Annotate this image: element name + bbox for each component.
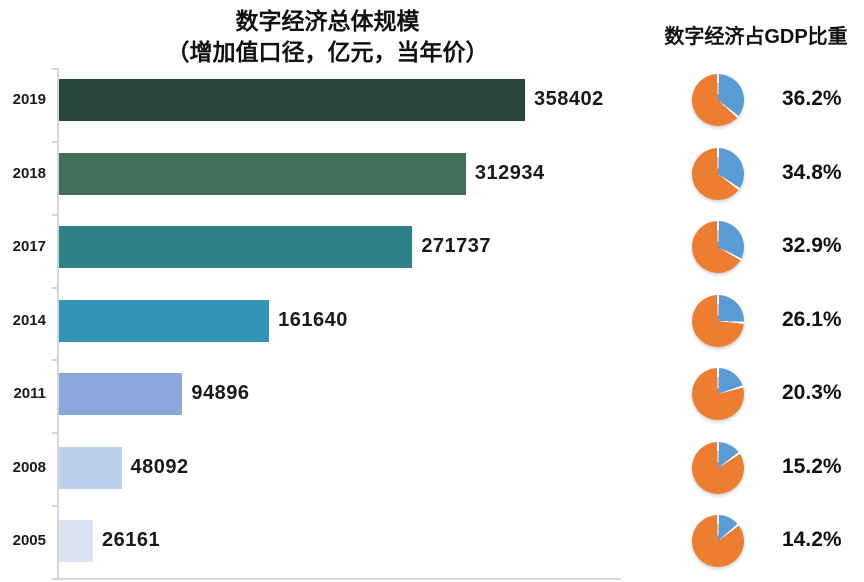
- bar-value-label: 312934: [474, 161, 545, 184]
- axis-tick: [52, 359, 57, 362]
- year-label: 2017: [12, 238, 46, 255]
- bar: [59, 446, 122, 489]
- bar: [59, 373, 183, 415]
- bar: [59, 520, 93, 562]
- axis-tick: [52, 578, 57, 580]
- axis-tick: [52, 68, 57, 70]
- pie-chart: [692, 515, 744, 567]
- pie-chart-title: 数字经济占GDP比重: [664, 26, 848, 48]
- percent-label: 26.1%: [782, 307, 842, 331]
- bar: [59, 79, 525, 121]
- bar-chart-title-line1: 数字经济总体规模: [235, 8, 420, 34]
- percent-label: 32.9%: [782, 234, 842, 257]
- pie-chart: [692, 441, 744, 494]
- axis-tick: [52, 505, 57, 508]
- bar-value-label: 94896: [191, 382, 250, 404]
- bar: [59, 299, 270, 342]
- percent-label: 36.2%: [782, 87, 842, 110]
- axis-tick: [52, 213, 57, 216]
- pie-chart: [692, 368, 744, 420]
- year-label: 2014: [12, 311, 46, 329]
- bar-value-label: 26161: [102, 529, 161, 551]
- bar-chart-title-line2: （增加值口径，亿元，当年价）: [166, 39, 489, 66]
- year-label: 2019: [12, 91, 46, 108]
- bar: [59, 152, 466, 195]
- pie-chart: [692, 74, 744, 126]
- year-label: 2011: [13, 385, 46, 402]
- axis-tick: [52, 432, 57, 435]
- pie-chart: [692, 147, 744, 200]
- year-label: 2018: [12, 164, 46, 182]
- year-label: 2005: [12, 532, 46, 549]
- bar-chart-title: 数字经济总体规模 （增加值口径，亿元，当年价）: [0, 6, 655, 68]
- bar-value-label: 48092: [130, 455, 189, 478]
- percent-label: 20.3%: [782, 381, 842, 404]
- bar: [59, 226, 413, 268]
- bar-plot-area: [57, 68, 621, 580]
- pie-chart: [692, 294, 744, 347]
- percent-label: 14.2%: [782, 528, 842, 551]
- axis-tick: [52, 140, 57, 143]
- axis-tick: [52, 286, 57, 289]
- bar-value-label: 271737: [421, 235, 492, 257]
- percent-label: 15.2%: [782, 454, 842, 478]
- bar-value-label: 358402: [534, 88, 604, 110]
- year-label: 2008: [12, 458, 46, 476]
- pie-chart: [692, 221, 744, 273]
- bar-value-label: 161640: [278, 308, 348, 331]
- percent-label: 34.8%: [782, 160, 842, 184]
